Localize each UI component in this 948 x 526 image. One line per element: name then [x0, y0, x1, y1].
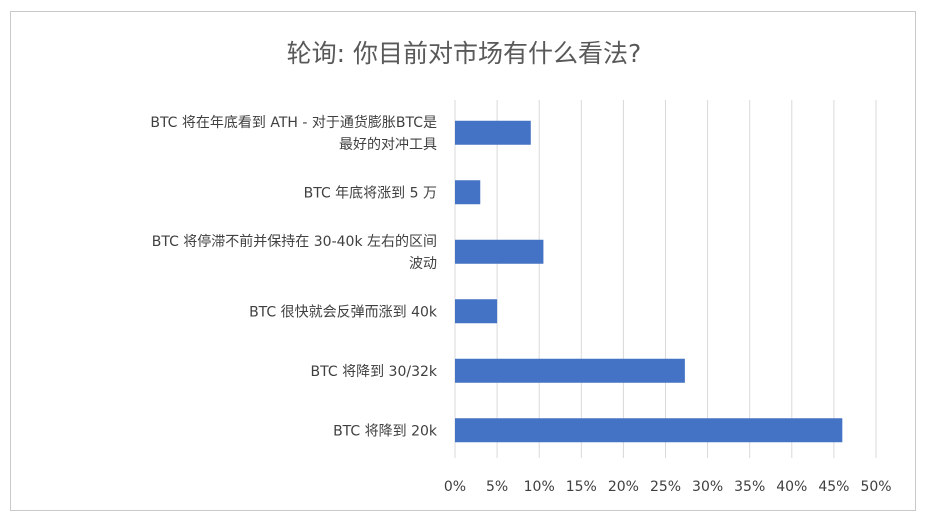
x-tick-label: 15%: [566, 479, 597, 495]
x-tick-label: 0%: [444, 479, 466, 495]
category-label: BTC 将停滞不前并保持在 30-40k 左右的区间: [152, 233, 437, 250]
category-label: 最好的对冲工具: [339, 137, 437, 153]
category-label: BTC 将降到 20k: [333, 423, 438, 439]
bar: [455, 239, 544, 264]
category-label: 波动: [409, 256, 437, 272]
x-tick-label: 5%: [486, 479, 508, 495]
chart-title: 轮询: 你目前对市场有什么看法?: [286, 39, 642, 68]
x-tick-label: 20%: [608, 479, 639, 495]
category-label: BTC 将降到 30/32k: [311, 364, 438, 380]
x-tick-label: 30%: [692, 479, 723, 495]
bar: [455, 120, 531, 145]
x-tick-label: 50%: [860, 479, 891, 495]
x-tick-label: 35%: [734, 479, 765, 495]
category-label: BTC 很快就会反弹而涨到 40k: [249, 304, 438, 320]
bar: [455, 358, 685, 383]
category-label: BTC 将在年底看到 ATH - 对于通货膨胀BTC是: [150, 114, 437, 131]
category-label: BTC 年底将涨到 5 万: [304, 185, 437, 201]
bar: [455, 180, 481, 205]
x-tick-label: 45%: [818, 479, 849, 495]
x-tick-label: 10%: [524, 479, 555, 495]
x-tick-label: 40%: [776, 479, 807, 495]
bar: [455, 299, 498, 324]
bar: [455, 418, 843, 443]
x-tick-label: 25%: [650, 479, 681, 495]
